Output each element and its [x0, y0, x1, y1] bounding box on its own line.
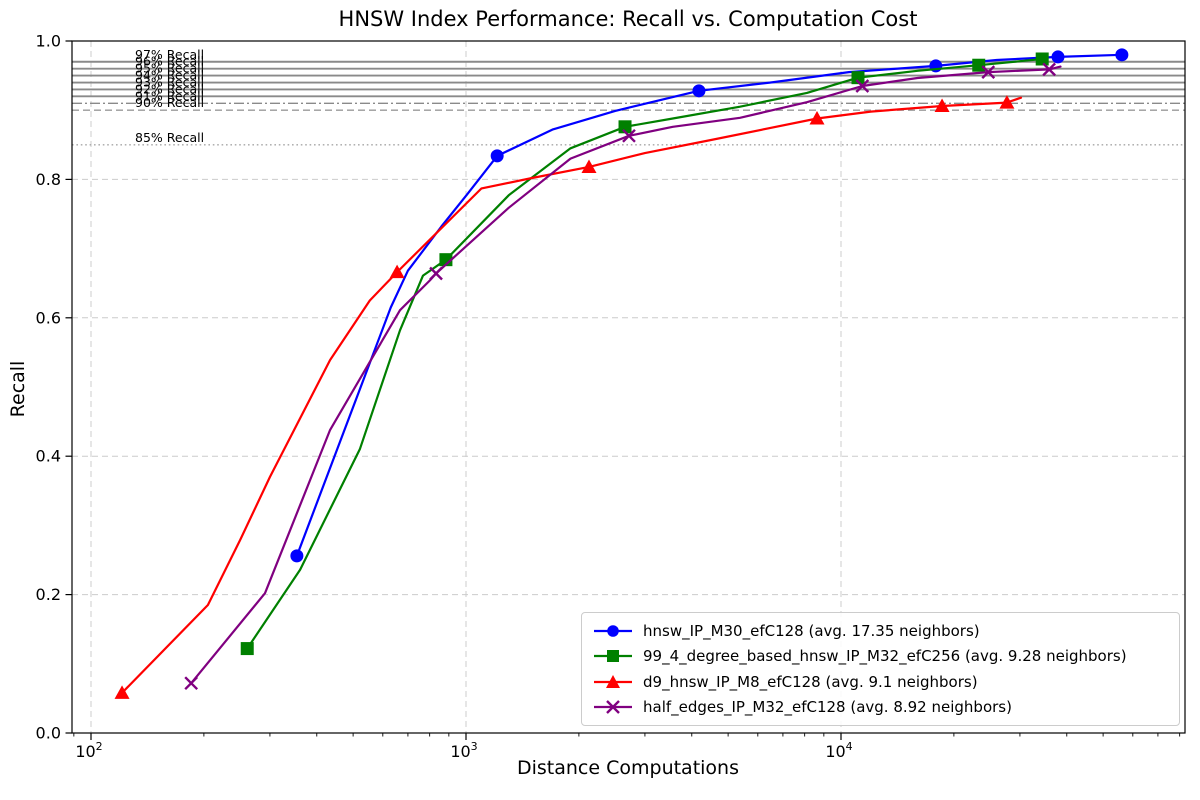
- chart-title: HNSW Index Performance: Recall vs. Compu…: [338, 7, 918, 31]
- x-axis-label: Distance Computations: [516, 757, 739, 779]
- y-axis-label: Recall: [7, 360, 29, 418]
- data-point-circle: [692, 84, 706, 98]
- series-line: [246, 57, 1044, 650]
- series-line: [295, 53, 1124, 557]
- data-point-square: [1035, 52, 1049, 66]
- series-line: [120, 96, 1023, 695]
- y-tick-label: 0.2: [36, 585, 61, 604]
- reference-line-label: 93% Recall: [135, 74, 204, 89]
- legend-item: hnsw_IP_M30_efC128 (avg. 17.35 neighbors…: [592, 618, 1169, 644]
- data-point-triangle: [389, 264, 405, 279]
- data-point-circle: [1051, 50, 1065, 64]
- legend-label: hnsw_IP_M30_efC128 (avg. 17.35 neighbors…: [643, 621, 980, 640]
- data-point-circle: [290, 549, 304, 563]
- plot-border: [71, 40, 1186, 734]
- data-point-x: [1042, 62, 1057, 77]
- legend-label: d9_hnsw_IP_M8_efC128 (avg. 9.1 neighbors…: [643, 672, 978, 691]
- data-point-x: [184, 676, 199, 691]
- series-d9_hnsw_IP_M8_efC128: [114, 95, 1023, 699]
- data-point-x: [855, 79, 870, 93]
- reference-line-label: 96% Recall: [135, 54, 204, 69]
- reference-line-label: 92% Recall: [135, 81, 204, 96]
- data-point-triangle: [114, 685, 130, 699]
- y-tick-label: 0.8: [36, 170, 61, 189]
- data-point-x: [622, 128, 636, 143]
- legend-item: 99_4_degree_based_hnsw_IP_M32_efC256 (av…: [592, 644, 1169, 670]
- reference-line-label: 90% Recall: [135, 95, 204, 110]
- reference-line-label: 97% Recall: [135, 47, 204, 62]
- data-point-triangle: [934, 98, 950, 113]
- y-tick-label: 0.4: [36, 447, 61, 466]
- axis-ticks: 102 103 104 0.0 0.2 0.4 0.6 0.8 1.0: [36, 32, 1181, 761]
- reference-line-label: 94% Recall: [135, 68, 204, 83]
- x-tick-label: 102: [75, 740, 102, 761]
- series-half_edges_IP_M32_efC128: [184, 62, 1062, 691]
- data-point-square: [851, 71, 865, 85]
- series-99_4_degree_based_hnsw_IP_M32_efC256: [240, 52, 1049, 656]
- x-tick-label: 103: [450, 740, 477, 761]
- legend-label: half_edges_IP_M32_efC128 (avg. 8.92 neig…: [643, 698, 1012, 717]
- legend-label: 99_4_degree_based_hnsw_IP_M32_efC256 (av…: [643, 647, 1127, 666]
- series-hnsw_IP_M30_efC128: [290, 48, 1129, 563]
- data-point-square: [618, 120, 632, 134]
- data-point-circle: [490, 149, 504, 163]
- data-point-triangle: [581, 159, 597, 173]
- legend-triangle-marker-icon: [594, 674, 632, 688]
- data-point-square: [972, 58, 986, 72]
- data-point-square: [240, 642, 254, 656]
- y-tick-label: 1.0: [36, 32, 61, 51]
- legend: hnsw_IP_M30_efC128 (avg. 17.35 neighbors…: [581, 612, 1180, 726]
- reference-line-label: 85% Recall: [135, 130, 204, 145]
- data-point-triangle: [999, 95, 1015, 109]
- data-point-triangle: [809, 111, 825, 125]
- reference-line-label: 91% Recall: [135, 88, 204, 103]
- data-point-x: [429, 266, 443, 281]
- legend-item: d9_hnsw_IP_M8_efC128 (avg. 9.1 neighbors…: [592, 669, 1169, 695]
- y-tick-label: 0.6: [36, 308, 61, 327]
- x-tick-label: 104: [825, 740, 852, 761]
- data-point-circle: [1115, 48, 1129, 62]
- y-tick-label: 0.0: [36, 724, 61, 743]
- legend-item: half_edges_IP_M32_efC128 (avg. 8.92 neig…: [592, 695, 1169, 721]
- legend-x-marker-icon: [594, 700, 632, 715]
- legend-circle-marker-icon: [594, 624, 632, 637]
- reference-line-label: 95% Recall: [135, 61, 204, 76]
- legend-square-marker-icon: [594, 650, 632, 663]
- data-point-x: [981, 65, 996, 79]
